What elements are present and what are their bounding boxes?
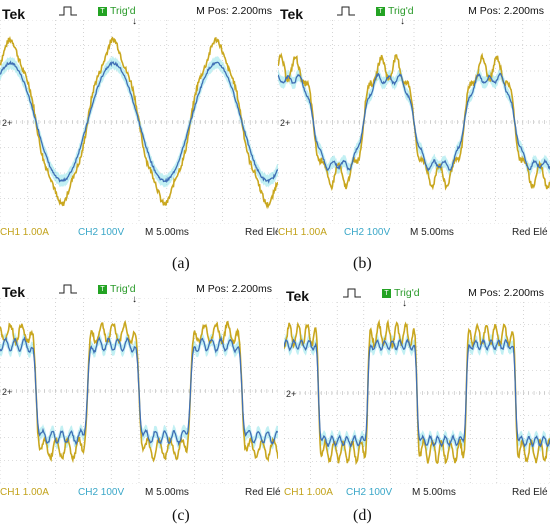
trigger-status: T Trig'd (98, 5, 136, 17)
trigger-badge: T (382, 289, 391, 298)
scope-screen: 2+ (278, 20, 550, 224)
scope-panel-d: Tek T Trig'd M Pos: 2.200ms ↓ 2+ CH1 1.00… (284, 282, 550, 500)
trigger-arrow-icon: ↓ (402, 298, 407, 309)
trigger-text: Trig'd (110, 5, 136, 17)
scope-panel-b: Tek T Trig'd M Pos: 2.200ms ↓ 2+ CH1 1.00… (278, 0, 550, 240)
trigger-source-readout: Red Elé (245, 487, 281, 498)
trigger-text: Trig'd (388, 5, 414, 17)
ch2-readout: CH2 100V (344, 227, 391, 238)
trigger-source-readout: Red Elé (512, 487, 548, 498)
scope-panel-c: Tek T Trig'd M Pos: 2.200ms ↓ 2+ CH1 1.00… (0, 278, 281, 500)
trigger-source-readout: Red Elé (245, 227, 281, 238)
ch2-voltage-trace (0, 60, 278, 184)
graticule (0, 20, 278, 224)
trigger-arrow-icon: ↓ (132, 16, 137, 27)
status-bar: CH1 1.00A CH2 100V M 5.00ms Red Elé (284, 486, 550, 500)
brand-label: Tek (2, 6, 26, 22)
caption-b: (b) (353, 255, 372, 272)
status-bar: CH1 1.00A CH2 100V M 5.00ms Red Elé (0, 226, 281, 240)
status-bar: CH1 1.00A CH2 100V M 5.00ms Red Elé (0, 486, 281, 500)
ch2-voltage-trace (0, 335, 278, 447)
brand-label: Tek (286, 288, 310, 304)
trigger-status: T Trig'd (98, 283, 136, 295)
scope-screen: 2+ (0, 298, 278, 484)
trigger-status: T Trig'd (382, 287, 420, 299)
caption-a: (a) (172, 255, 190, 272)
scope-panel-a: Tek T Trig'd M Pos: 2.200ms ↓ 2+ CH1 1.00… (0, 0, 281, 240)
trigger-badge: T (376, 7, 385, 16)
scope-screen: 2+ (0, 20, 278, 224)
ch2-readout: CH2 100V (346, 487, 393, 498)
m-pos-readout: M Pos: 2.200ms (468, 5, 544, 17)
channel-marker: 2+ (280, 118, 290, 128)
trigger-arrow-icon: ↓ (400, 16, 405, 27)
timebase-readout: M 5.00ms (145, 227, 189, 238)
pulse-icon (59, 284, 77, 294)
ch1-readout: CH1 1.00A (278, 227, 327, 238)
pulse-icon (343, 288, 361, 298)
ch1-readout: CH1 1.00A (0, 227, 49, 238)
trigger-text: Trig'd (110, 283, 136, 295)
m-pos-readout: M Pos: 2.200ms (196, 283, 272, 295)
caption-d: (d) (353, 507, 372, 524)
trigger-badge: T (98, 7, 107, 16)
channel-marker: 2+ (286, 389, 296, 399)
trigger-badge: T (98, 285, 107, 294)
trigger-arrow-icon: ↓ (132, 294, 137, 305)
ch1-readout: CH1 1.00A (284, 487, 333, 498)
trigger-status: T Trig'd (376, 5, 414, 17)
brand-label: Tek (2, 284, 26, 300)
channel-marker: 2+ (2, 118, 12, 128)
ch1-readout: CH1 1.00A (0, 487, 49, 498)
caption-c: (c) (172, 507, 190, 524)
ch2-voltage-trace (284, 338, 550, 448)
pulse-icon (59, 6, 77, 16)
trigger-source-readout: Red Elé (512, 227, 548, 238)
scope-screen: 2+ (284, 302, 550, 484)
timebase-readout: M 5.00ms (410, 227, 454, 238)
status-bar: CH1 1.00A CH2 100V M 5.00ms Red Elé (278, 226, 550, 240)
channel-marker: 2+ (2, 387, 12, 397)
brand-label: Tek (280, 6, 304, 22)
pulse-icon (337, 6, 355, 16)
m-pos-readout: M Pos: 2.200ms (196, 5, 272, 17)
ch2-readout: CH2 100V (78, 487, 125, 498)
timebase-readout: M 5.00ms (412, 487, 456, 498)
m-pos-readout: M Pos: 2.200ms (468, 287, 544, 299)
ch2-voltage-trace (278, 72, 550, 172)
timebase-readout: M 5.00ms (145, 487, 189, 498)
ch1-current-trace (0, 35, 278, 210)
trigger-text: Trig'd (394, 287, 420, 299)
ch2-readout: CH2 100V (78, 227, 125, 238)
